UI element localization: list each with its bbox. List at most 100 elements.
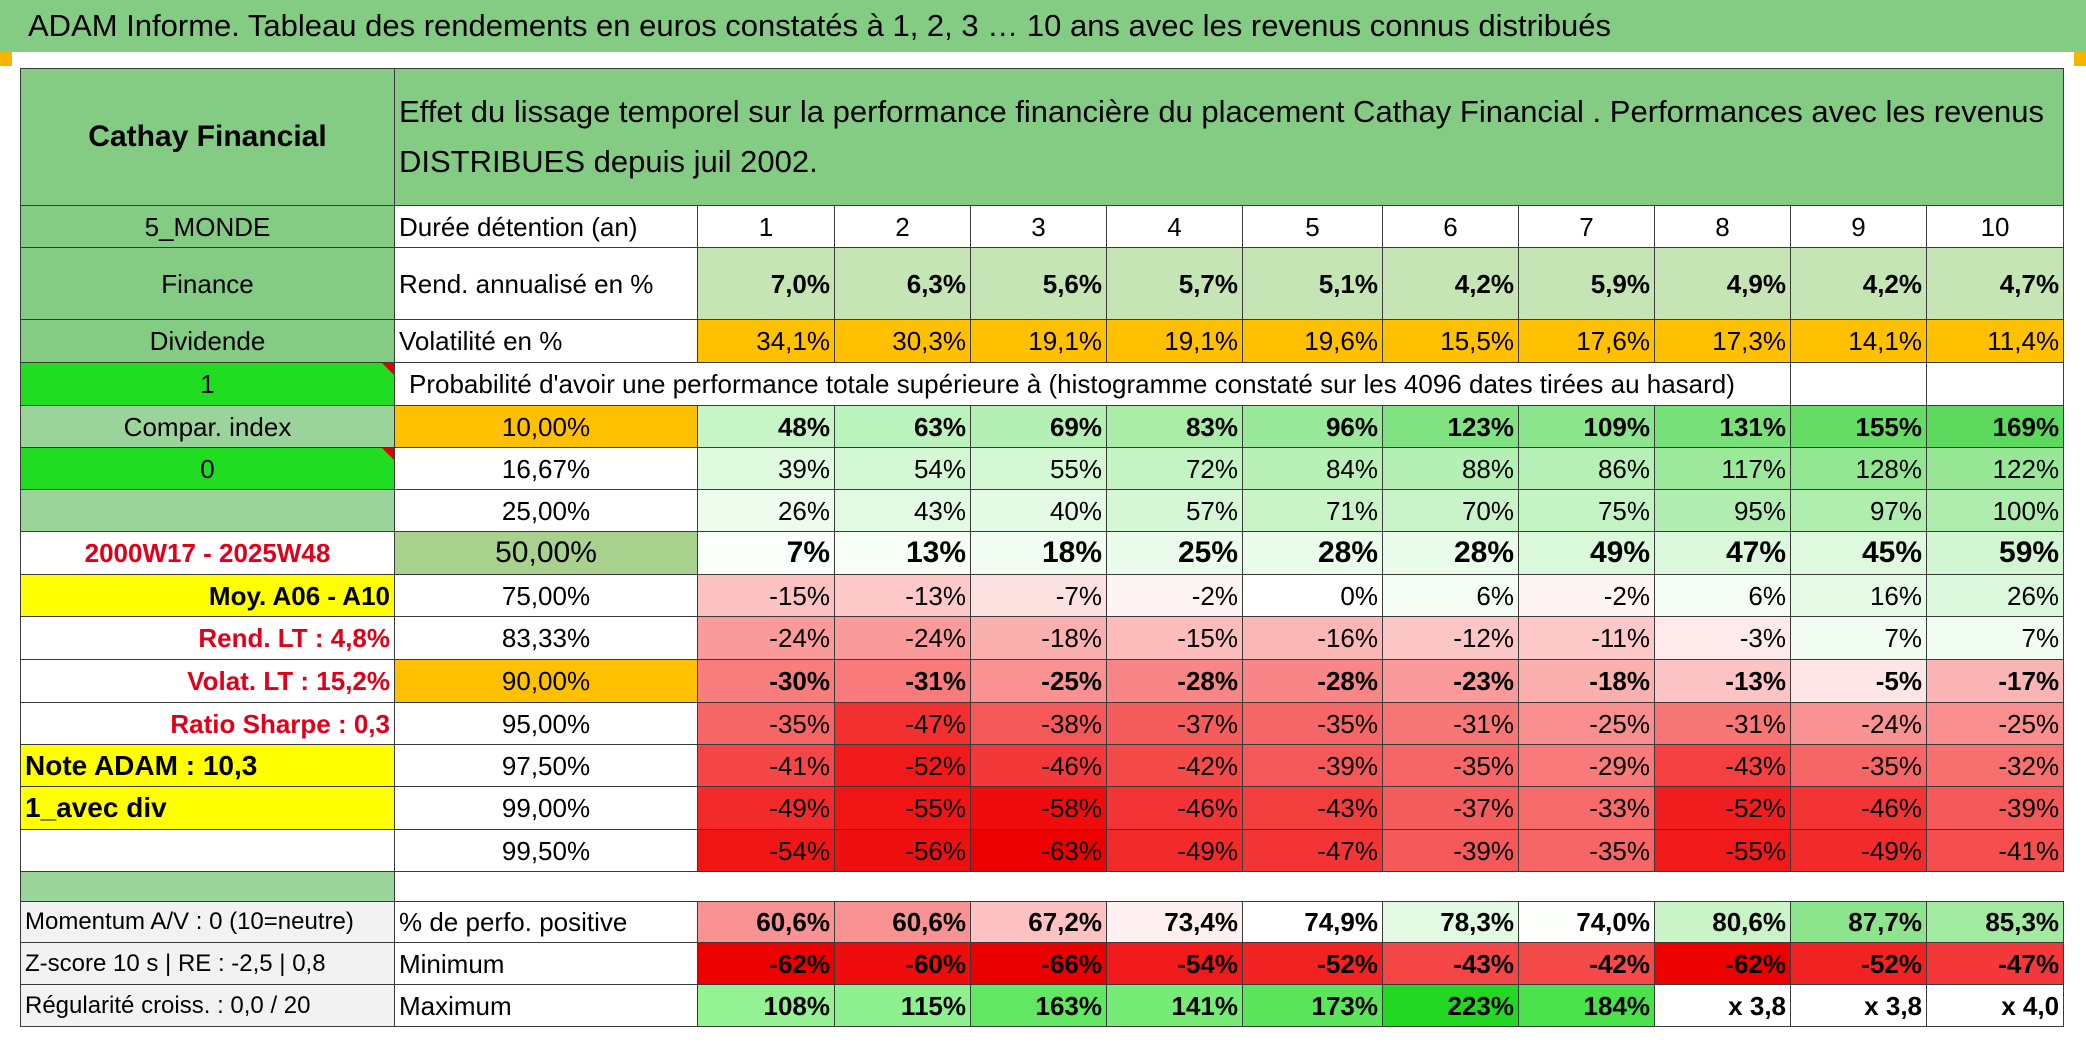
pct-cell: -46% bbox=[970, 744, 1107, 787]
minimum-label: Minimum bbox=[394, 942, 698, 985]
empty-cell bbox=[20, 489, 395, 532]
annual-return-label: Rend. annualisé en % bbox=[394, 247, 698, 320]
regularity-stat: Régularité croiss. : 0,0 / 20 bbox=[20, 984, 395, 1027]
minimum-cell: -42% bbox=[1518, 942, 1655, 985]
maximum-label: Maximum bbox=[394, 984, 698, 1027]
pct-cell: -15% bbox=[697, 574, 835, 617]
long-term-volatility: Volat. LT : 15,2% bbox=[20, 659, 395, 703]
positive-perf-label: % de perfo. positive bbox=[394, 901, 698, 943]
pct-cell: -5% bbox=[1790, 659, 1927, 703]
pct-cell: -35% bbox=[1382, 744, 1519, 787]
pct-cell: 18% bbox=[970, 531, 1107, 575]
annual-return-cell: 5,9% bbox=[1518, 247, 1655, 320]
minimum-cell: -62% bbox=[1654, 942, 1791, 985]
pct-cell: -47% bbox=[1242, 829, 1383, 872]
pct-cell: 63% bbox=[834, 405, 971, 448]
pct-cell: -54% bbox=[697, 829, 835, 872]
zone-label: 5_MONDE bbox=[20, 205, 395, 248]
pct-cell: -41% bbox=[697, 744, 835, 787]
pct-row: Compar. index 10,00% 48% 63% 69% 83% 96%… bbox=[20, 405, 2065, 448]
volatility-cell: 30,3% bbox=[834, 319, 971, 363]
pct-cell: 123% bbox=[1382, 405, 1519, 448]
annual-return-cell: 4,2% bbox=[1790, 247, 1927, 320]
corner-mark bbox=[0, 52, 12, 66]
positive-perf-cell: 73,4% bbox=[1106, 901, 1243, 943]
maximum-cell: 115% bbox=[834, 984, 971, 1027]
pct-cell: -52% bbox=[834, 744, 971, 787]
year-header: 5 bbox=[1242, 205, 1383, 248]
threshold-cell: 16,67% bbox=[394, 447, 698, 490]
period-label: 2000W17 - 2025W48 bbox=[20, 531, 395, 575]
empty-cell bbox=[1790, 362, 1927, 406]
volatility-label: Volatilité en % bbox=[394, 319, 698, 363]
pct-cell: -15% bbox=[1106, 616, 1243, 660]
pct-cell: -39% bbox=[1242, 744, 1383, 787]
threshold-cell: 90,00% bbox=[394, 659, 698, 703]
pct-cell: 96% bbox=[1242, 405, 1383, 448]
pct-cell: 16% bbox=[1790, 574, 1927, 617]
pct-cell: -13% bbox=[834, 574, 971, 617]
pct-cell: 88% bbox=[1382, 447, 1519, 490]
pct-cell: -31% bbox=[1382, 702, 1519, 745]
pct-cell: -18% bbox=[970, 616, 1107, 660]
pct-cell: 57% bbox=[1106, 489, 1243, 532]
pct-cell: 83% bbox=[1106, 405, 1243, 448]
year-header: 8 bbox=[1654, 205, 1791, 248]
report-title: ADAM Informe. Tableau des rendements en … bbox=[0, 0, 2086, 52]
flag-cell[interactable]: 0 bbox=[20, 447, 395, 490]
minimum-cell: -62% bbox=[697, 942, 835, 985]
flag-cell[interactable]: 1 bbox=[20, 362, 395, 406]
volatility-cell: 17,3% bbox=[1654, 319, 1791, 363]
returns-table: Cathay Financial Effet du lissage tempor… bbox=[20, 68, 2065, 1027]
pct-cell: -47% bbox=[834, 702, 971, 745]
pct-cell: 95% bbox=[1654, 489, 1791, 532]
pct-cell: -25% bbox=[1925, 702, 2065, 745]
asset-name: Cathay Financial bbox=[20, 68, 395, 206]
threshold-cell: 75,00% bbox=[394, 574, 698, 617]
threshold-cell: 97,50% bbox=[394, 744, 698, 787]
pct-cell: -24% bbox=[1790, 702, 1927, 745]
pct-cell: -35% bbox=[1790, 744, 1927, 787]
pct-cell: 48% bbox=[697, 405, 835, 448]
pct-cell: -2% bbox=[1106, 574, 1243, 617]
sector-label: Finance bbox=[20, 247, 395, 320]
threshold-cell: 25,00% bbox=[394, 489, 698, 532]
annual-return-cell: 4,2% bbox=[1382, 247, 1519, 320]
year-header: 1 bbox=[697, 205, 835, 248]
volatility-cell: 11,4% bbox=[1925, 319, 2065, 363]
pct-cell: 39% bbox=[697, 447, 835, 490]
pct-cell: -49% bbox=[697, 786, 835, 830]
pct-cell: 117% bbox=[1654, 447, 1791, 490]
annual-return-cell: 5,1% bbox=[1242, 247, 1383, 320]
maximum-cell: x 3,8 bbox=[1654, 984, 1791, 1027]
pct-cell: -58% bbox=[970, 786, 1107, 830]
pct-cell: -46% bbox=[1790, 786, 1927, 830]
volatility-cell: 14,1% bbox=[1790, 319, 1927, 363]
pct-cell: -43% bbox=[1242, 786, 1383, 830]
compar-index-label: Compar. index bbox=[20, 405, 395, 448]
maximum-cell: 173% bbox=[1242, 984, 1383, 1027]
threshold-cell: 10,00% bbox=[394, 405, 698, 448]
pct-cell: 45% bbox=[1790, 531, 1927, 575]
pct-cell: -38% bbox=[970, 702, 1107, 745]
positive-perf-cell: 85,3% bbox=[1925, 901, 2065, 943]
pct-cell: -25% bbox=[1518, 702, 1655, 745]
positive-perf-cell: 87,7% bbox=[1790, 901, 1927, 943]
positive-perf-cell: 60,6% bbox=[834, 901, 971, 943]
pct-cell: 72% bbox=[1106, 447, 1243, 490]
pct-cell: 28% bbox=[1242, 531, 1383, 575]
pct-cell: 0% bbox=[1242, 574, 1383, 617]
pct-cell: 28% bbox=[1382, 531, 1519, 575]
pct-cell: -28% bbox=[1106, 659, 1243, 703]
pct-cell: -30% bbox=[697, 659, 835, 703]
annual-return-cell: 4,9% bbox=[1654, 247, 1791, 320]
volatility-cell: 34,1% bbox=[697, 319, 835, 363]
zscore-stat: Z-score 10 s | RE : -2,5 | 0,8 bbox=[20, 942, 395, 985]
pct-cell: -33% bbox=[1518, 786, 1655, 830]
pct-cell: -35% bbox=[1518, 829, 1655, 872]
year-header: 2 bbox=[834, 205, 971, 248]
pct-cell: -28% bbox=[1242, 659, 1383, 703]
pct-cell: 169% bbox=[1925, 405, 2065, 448]
positive-perf-cell: 74,9% bbox=[1242, 901, 1383, 943]
positive-perf-cell: 60,6% bbox=[697, 901, 835, 943]
